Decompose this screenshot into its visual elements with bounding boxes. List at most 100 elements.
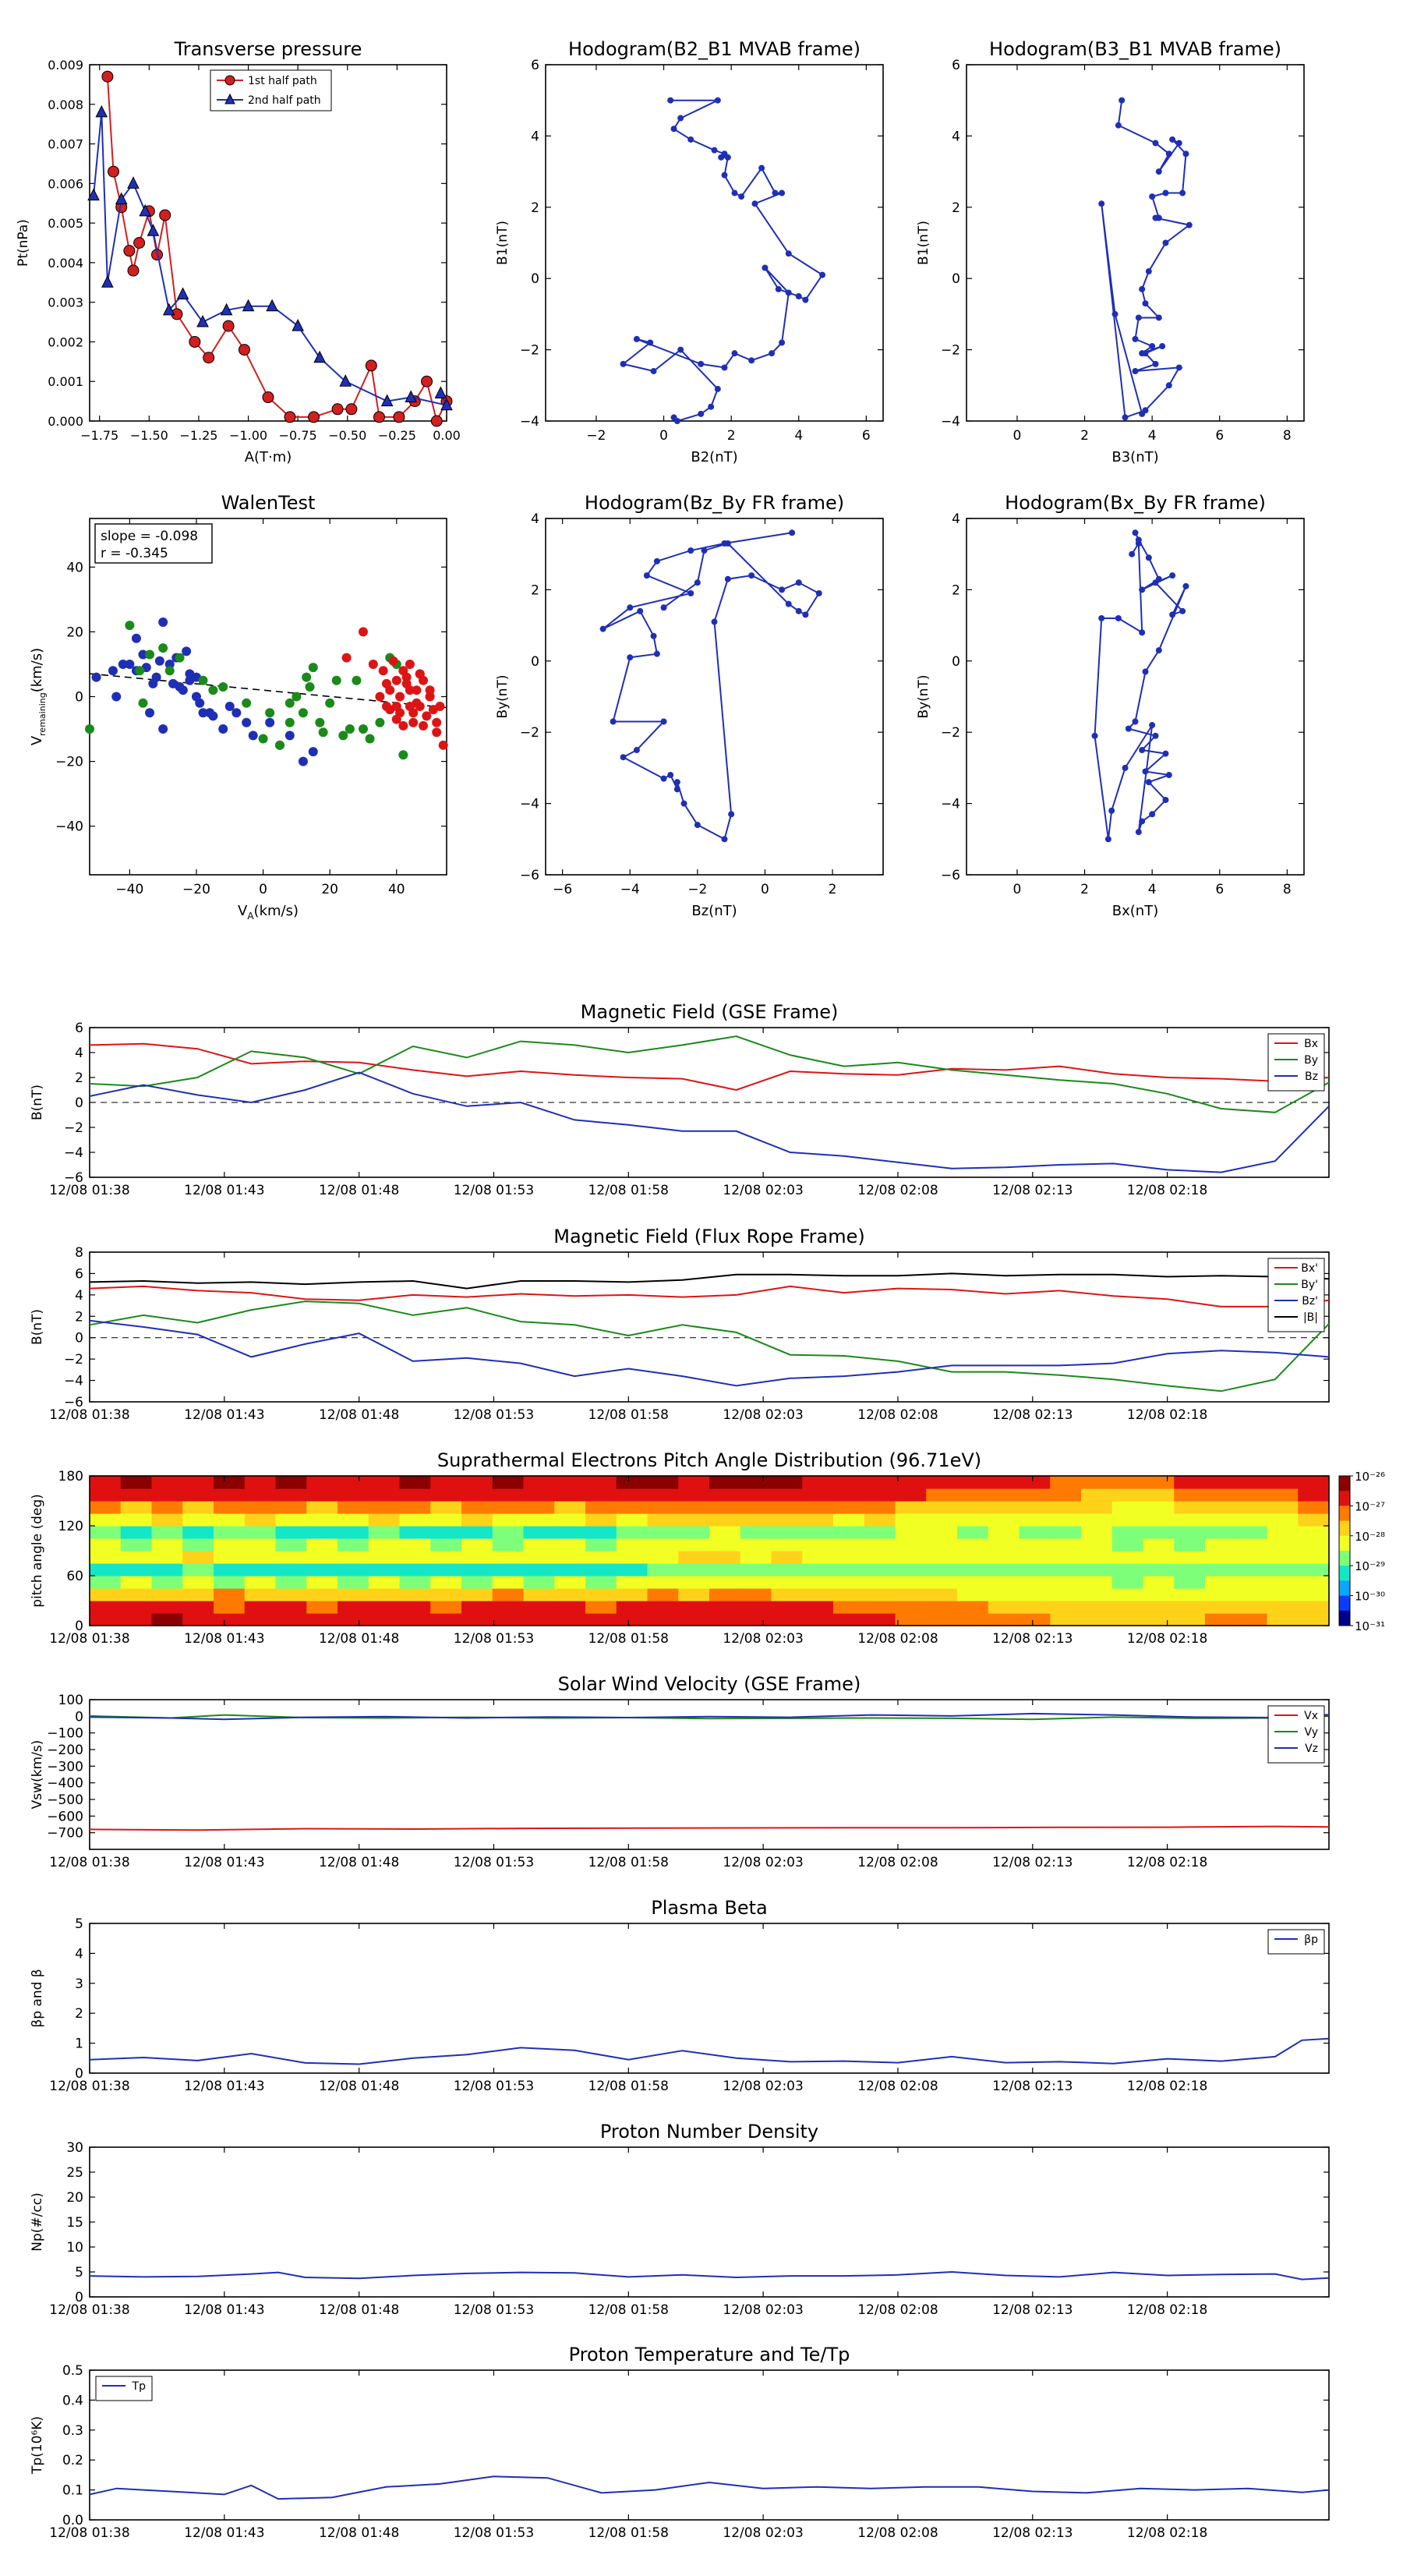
heatmap-cell: [182, 1526, 214, 1539]
x-axis-label: B2(nT): [691, 449, 737, 465]
hodogram-point: [762, 264, 769, 271]
time-tick-label: 12/08 01:38: [49, 1855, 129, 1870]
heatmap-cell: [275, 1588, 307, 1601]
x-tick-label: 4: [1148, 428, 1157, 444]
heatmap-cell: [306, 1613, 338, 1626]
y-tick-label: 4: [531, 511, 539, 527]
heatmap-cell: [585, 1513, 617, 1527]
time-tick-label: 12/08 02:08: [857, 2525, 938, 2541]
walen-point: [415, 669, 425, 679]
walen-point: [325, 698, 335, 708]
hodogram-point: [769, 350, 776, 357]
x-tick-label: −4: [620, 882, 640, 897]
walen-point: [391, 675, 401, 685]
heatmap-cell: [740, 1588, 772, 1601]
series-line: [89, 1319, 1330, 1387]
x-tick-label: 8: [1283, 882, 1292, 897]
axes-frame: [966, 518, 1305, 876]
heatmap-cell: [244, 1601, 277, 1614]
pressure-point-2nd: [440, 398, 453, 411]
heatmap-cell: [895, 1538, 927, 1552]
heatmap-cell: [1267, 1588, 1299, 1601]
heatmap-cell: [957, 1613, 989, 1626]
axes-title: Hodogram(B3_B1 MVAB frame): [989, 38, 1281, 60]
heatmap-cell: [1174, 1576, 1206, 1589]
heatmap-cell: [1111, 1601, 1144, 1614]
y-tick-label: 4: [75, 1046, 83, 1061]
x-tick-label: −0.75: [279, 428, 317, 443]
y-tick-label: −100: [47, 1726, 83, 1742]
heatmap-cell: [1205, 1551, 1237, 1564]
time-tick-label: 12/08 02:08: [857, 1631, 938, 1647]
heatmap-cell: [554, 1551, 586, 1564]
y-axis-label: Vremaining(km/s): [29, 648, 48, 745]
colorbar-segment: [1339, 1476, 1350, 1491]
walen-point: [435, 701, 445, 711]
heatmap-cell: [647, 1551, 679, 1564]
heatmap-cell: [585, 1613, 617, 1626]
pressure-point-1st: [331, 403, 344, 416]
legend-label: βp: [1304, 1934, 1318, 1946]
heatmap-cell: [895, 1551, 927, 1564]
walen-point: [432, 727, 442, 738]
heatmap-cell: [151, 1538, 183, 1552]
time-tick-label: 12/08 01:58: [588, 1407, 669, 1423]
time-tick-label: 12/08 02:18: [1127, 1631, 1207, 1647]
heatmap-cell: [1143, 1551, 1175, 1564]
heatmap-cell: [1019, 1588, 1051, 1601]
heatmap-cell: [399, 1563, 431, 1576]
y-tick-label: −2: [520, 343, 539, 359]
axes-title: Suprathermal Electrons Pitch Angle Distr…: [437, 1449, 981, 1471]
pressure-point-2nd: [339, 374, 352, 387]
y-axis-label: Pt(nPa): [16, 219, 31, 267]
heatmap-cell: [1205, 1501, 1237, 1514]
y-tick-label: −4: [64, 1145, 83, 1161]
walen-test-panel: WalenTest −40 −20 0 20 40 −40 −20 0 20 40 VA(km/s) V…: [29, 492, 448, 922]
time-tick-label: 12/08 02:18: [1127, 2079, 1207, 2094]
heatmap-cell: [244, 1526, 277, 1539]
pressure-point-1st: [238, 344, 250, 356]
walen-point: [302, 672, 312, 682]
y-tick-label: −6: [941, 868, 960, 883]
heatmap-cell: [1298, 1526, 1330, 1539]
series-line: [89, 2270, 1330, 2281]
pressure-point-2nd: [115, 192, 128, 205]
heatmap-cell: [306, 1576, 338, 1589]
time-tick-label: 12/08 02:13: [992, 2079, 1073, 2094]
y-tick-label: 180: [58, 1469, 83, 1484]
heatmap-cell: [709, 1513, 741, 1527]
x-axis-label: Bz(nT): [691, 903, 737, 919]
legend-label-2nd: 2nd half path: [248, 94, 321, 107]
x-tick-label: 0.00: [433, 428, 461, 443]
heatmap-cell: [492, 1476, 525, 1489]
heatmap-cell: [1081, 1526, 1113, 1539]
hodogram-point: [1182, 150, 1189, 157]
heatmap-cell: [1019, 1601, 1051, 1614]
axes-frame: [89, 2369, 1330, 2521]
heatmap-cell: [244, 1576, 277, 1589]
heatmap-cell: [430, 1588, 462, 1601]
y-tick-label: 5: [75, 2265, 83, 2281]
y-tick-label: 30: [66, 2140, 83, 2156]
walen-point: [412, 685, 422, 695]
walen-point: [208, 685, 218, 695]
time-tick-label: 12/08 02:03: [723, 1855, 803, 1870]
heatmap-cell: [1298, 1488, 1330, 1502]
heatmap-cell: [1267, 1601, 1299, 1614]
y-tick-label: 0: [75, 1331, 83, 1346]
axes-title: Magnetic Field (GSE Frame): [581, 1001, 839, 1023]
heatmap-cell: [90, 1551, 122, 1564]
heatmap-cell: [399, 1613, 431, 1626]
heatmap-cell: [647, 1488, 679, 1502]
time-tick-label: 12/08 02:08: [857, 1183, 938, 1198]
pressure-point-1st: [127, 264, 140, 277]
x-tick-label: −2: [586, 428, 606, 444]
heatmap-cell: [585, 1576, 617, 1589]
heatmap-cell: [1267, 1526, 1299, 1539]
x-tick-label: 40: [388, 882, 405, 897]
heatmap-cell: [895, 1563, 927, 1576]
heatmap-cell: [585, 1526, 617, 1539]
time-tick-label: 12/08 01:48: [319, 1183, 399, 1198]
walen-point: [284, 731, 295, 741]
heatmap-cell: [1174, 1488, 1206, 1502]
